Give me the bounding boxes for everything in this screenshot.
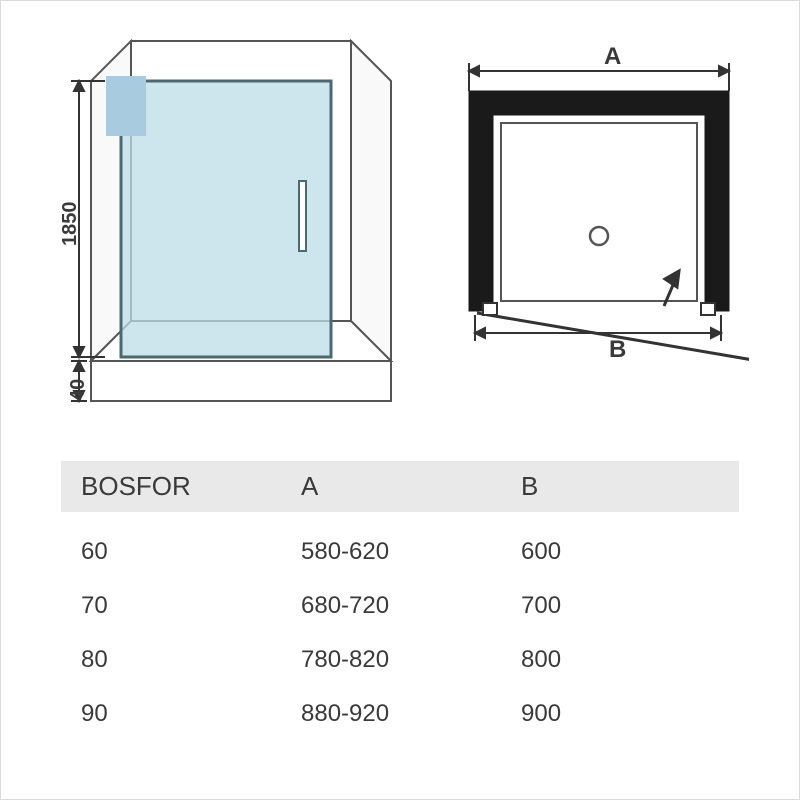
- door-handle: [299, 181, 306, 251]
- table-row: 900: [521, 700, 701, 728]
- table-row: 80: [81, 646, 301, 674]
- dim-label-height: 1850: [59, 202, 82, 247]
- dim-a-line: [469, 63, 729, 91]
- col-a: A: [301, 471, 521, 502]
- table-row: 800: [521, 646, 701, 674]
- dim-label-b: B: [609, 336, 626, 364]
- table-row: 780-820: [301, 646, 521, 674]
- table-body: 60 580-620 600 70 680-720 700 80 780-820…: [61, 530, 739, 736]
- table-row: 70: [81, 592, 301, 620]
- table-header: BOSFOR A B: [61, 461, 739, 512]
- dimension-table: BOSFOR A B 60 580-620 600 70 680-720 700…: [61, 461, 739, 736]
- table-row: 880-920: [301, 700, 521, 728]
- dim-label-a: A: [604, 43, 621, 71]
- table-row: 700: [521, 592, 701, 620]
- table-row: 90: [81, 700, 301, 728]
- base-front: [91, 361, 391, 401]
- hinge-right: [701, 303, 715, 315]
- plan-svg: [439, 51, 749, 371]
- plan-tray: [501, 123, 697, 301]
- table-row: 60: [81, 538, 301, 566]
- dim-label-base: 40: [67, 379, 90, 401]
- col-bosfor: BOSFOR: [81, 471, 301, 502]
- table-row: 680-720: [301, 592, 521, 620]
- col-b: B: [521, 471, 701, 502]
- table-row: 600: [521, 538, 701, 566]
- isometric-diagram: 1850 40: [31, 21, 411, 421]
- table-row: 580-620: [301, 538, 521, 566]
- hinge-marker: [106, 76, 146, 136]
- plan-diagram: A: [439, 51, 749, 361]
- iso-svg: [31, 21, 411, 421]
- diagram-row: 1850 40 A: [1, 1, 799, 421]
- hinge-left: [483, 303, 497, 315]
- wall-right: [351, 41, 391, 361]
